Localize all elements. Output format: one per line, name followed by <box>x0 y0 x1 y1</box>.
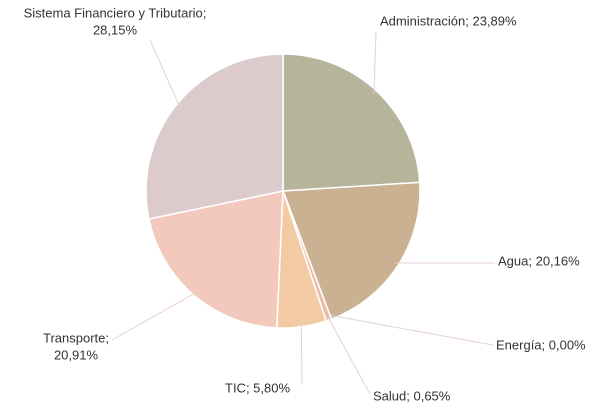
slice-label: 20,91% <box>54 347 99 362</box>
slice-label: 28,15% <box>93 22 138 37</box>
pie-slice <box>282 53 421 192</box>
leader-line <box>149 39 181 108</box>
leader-line <box>327 315 371 395</box>
slice-label: Salud; 0,65% <box>373 388 451 403</box>
pie-slice <box>148 190 284 329</box>
leader-line <box>300 322 303 386</box>
slice-label: Transporte; <box>43 330 109 345</box>
slice-label: Energía; 0,00% <box>496 337 586 352</box>
slice-label: TIC; 5,80% <box>225 380 290 395</box>
slice-label: Sistema Financiero y Tributario; <box>24 5 207 20</box>
pie-slice <box>281 181 421 321</box>
leader-line <box>111 291 198 341</box>
pie-slice <box>145 53 284 220</box>
slice-label: Agua; 20,16% <box>498 253 580 268</box>
leader-line <box>329 314 494 346</box>
slice-label: Administración; 23,89% <box>380 13 517 28</box>
leader-line <box>373 31 377 95</box>
